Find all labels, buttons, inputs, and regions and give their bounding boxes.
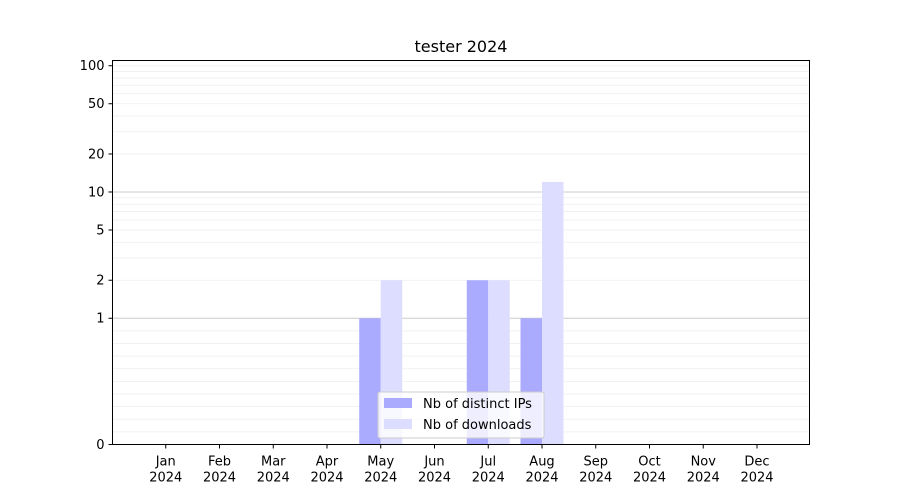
y-tick-label: 50 — [88, 97, 105, 112]
x-tick-label-year: 2024 — [472, 471, 505, 486]
legend-label-distinct-ips: Nb of distinct IPs — [423, 397, 532, 412]
y-tick-label: 10 — [88, 185, 105, 200]
x-tick-label-month: Oct — [638, 455, 660, 470]
y-tick-label: 100 — [80, 59, 105, 74]
x-tick-label-month: Aug — [529, 455, 554, 470]
x-tick-label-month: May — [367, 455, 394, 470]
x-tick-label-year: 2024 — [203, 471, 236, 486]
x-tick-label-year: 2024 — [687, 471, 720, 486]
x-tick-label-month: Jul — [479, 455, 496, 470]
x-tick-label-year: 2024 — [149, 471, 182, 486]
y-axis: 0 1 2 5 10 20 50 100 — [80, 59, 113, 453]
x-tick-label-year: 2024 — [525, 471, 558, 486]
x-tick-label-year: 2024 — [257, 471, 290, 486]
legend-swatch-distinct-ips — [384, 398, 412, 408]
chart-title: tester 2024 — [415, 37, 508, 56]
x-tick-label-month: Nov — [691, 455, 717, 470]
bar-distinct-ips-may — [359, 318, 381, 445]
y-tick-label: 5 — [96, 223, 104, 238]
bars — [359, 181, 564, 445]
x-tick-label-year: 2024 — [310, 471, 343, 486]
x-tick-label-year: 2024 — [418, 471, 451, 486]
x-tick-label-month: Mar — [261, 455, 286, 470]
x-tick-label-month: Jun — [423, 455, 444, 470]
legend-box — [377, 391, 545, 439]
x-tick-label-month: Sep — [583, 455, 608, 470]
y-tick-label: 1 — [96, 312, 104, 327]
x-tick-label-year: 2024 — [633, 471, 666, 486]
x-tick-label-month: Dec — [744, 455, 769, 470]
legend-label-downloads: Nb of downloads — [423, 418, 532, 433]
y-tick-label: 2 — [96, 274, 104, 289]
x-tick-label-year: 2024 — [364, 471, 397, 486]
bar-downloads-aug — [542, 181, 564, 445]
x-tick-label-year: 2024 — [740, 471, 773, 486]
x-tick-label-month: Apr — [316, 455, 339, 470]
plot-area-frame — [112, 60, 810, 445]
x-tick-label-month: Jan — [155, 455, 176, 470]
y-tick-label: 0 — [96, 438, 104, 453]
legend: Nb of distinct IPs Nb of downloads — [377, 391, 545, 439]
x-tick-label-year: 2024 — [579, 471, 612, 486]
grid-lines — [112, 65, 810, 433]
y-tick-label: 20 — [88, 147, 105, 162]
legend-swatch-downloads — [384, 419, 412, 429]
x-axis: Jan2024Feb2024Mar2024Apr2024May2024Jun20… — [149, 444, 774, 486]
x-tick-label-month: Feb — [208, 455, 231, 470]
